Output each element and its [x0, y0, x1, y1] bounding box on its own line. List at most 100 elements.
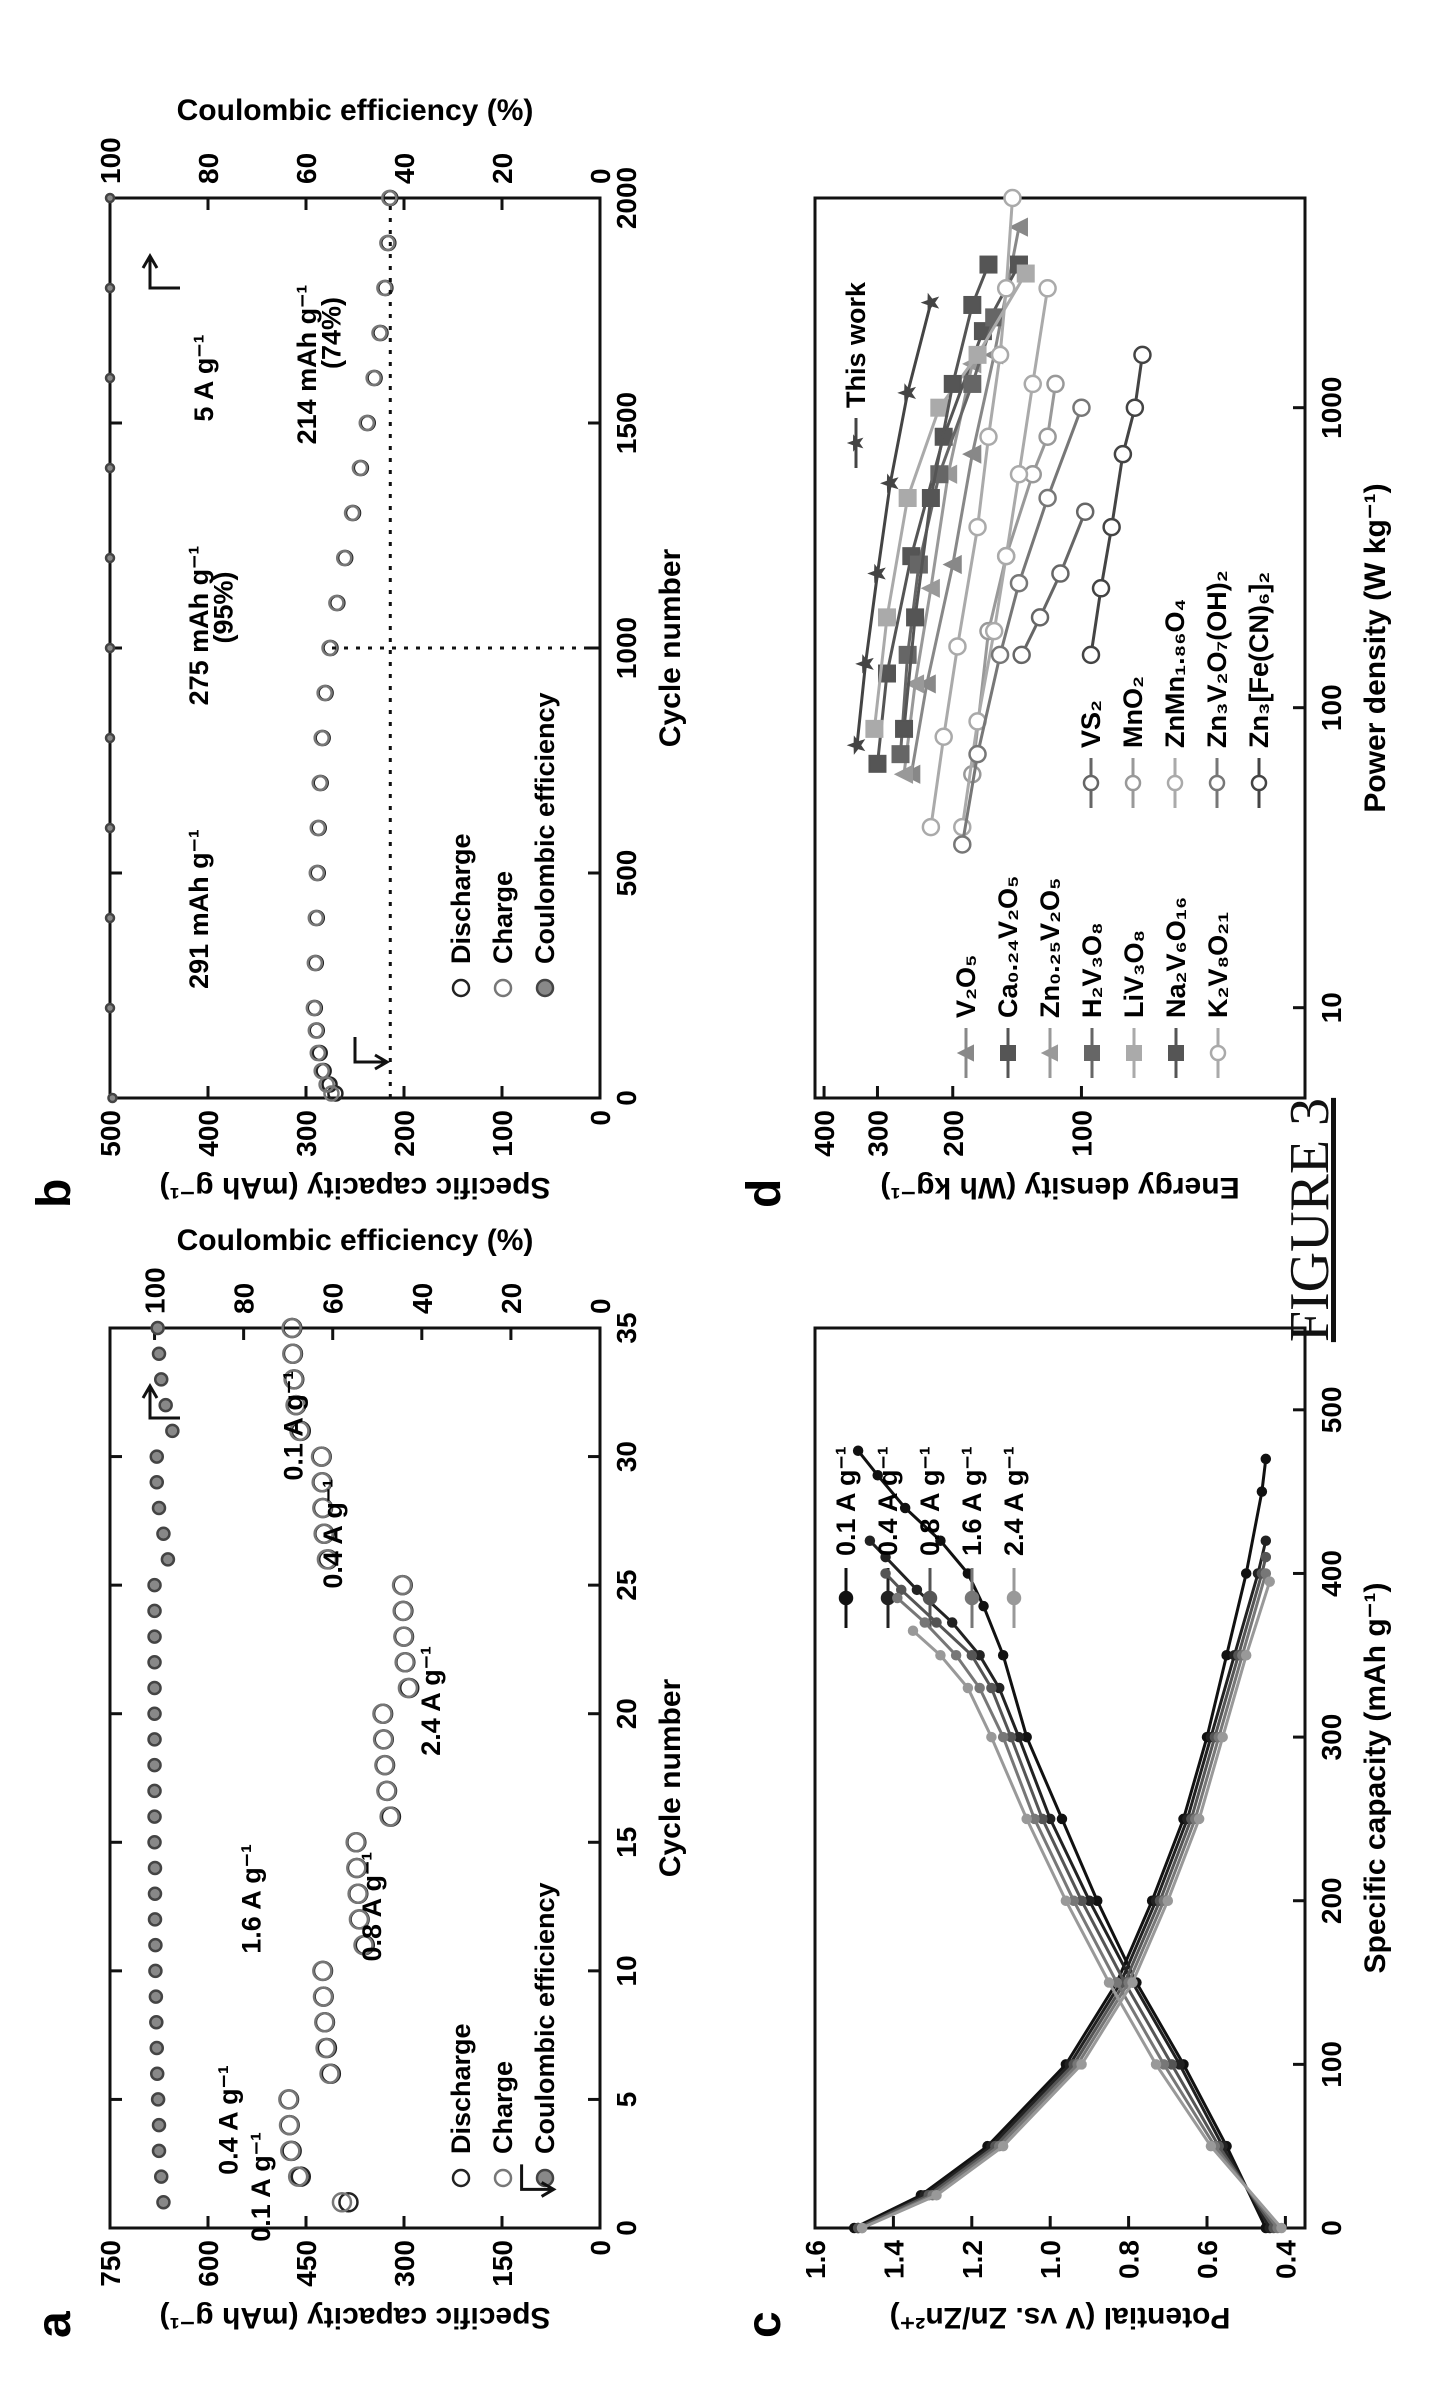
data-point — [348, 1909, 370, 1930]
y2-tick-label: 100 — [140, 1267, 171, 1314]
series-material-6 — [895, 255, 998, 738]
data-point — [376, 1780, 397, 1802]
legend-marker — [493, 2168, 513, 2188]
data-point — [990, 645, 1010, 665]
data-point — [147, 1629, 162, 1644]
data-point — [1260, 1535, 1272, 1546]
data-point — [1008, 217, 1028, 237]
y-axis-label: Energy density (Wh kg⁻¹) — [880, 1171, 1239, 1204]
x-tick-label: 100 — [1316, 684, 1347, 731]
data-point — [1056, 1813, 1068, 1825]
data-point — [867, 563, 886, 584]
data-point — [149, 2066, 165, 2081]
data-point — [321, 639, 338, 657]
legend-label: Coulombic efficiency — [530, 692, 560, 964]
y-tick-label: 0 — [585, 1110, 616, 1126]
data-point — [1103, 1977, 1115, 1988]
data-point — [1260, 1551, 1272, 1563]
data-point — [907, 1625, 919, 1636]
data-point — [953, 835, 972, 854]
legend-label: ZnMn₁.₈₆O₄ — [1160, 599, 1190, 748]
data-point — [974, 1682, 985, 1694]
data-point — [311, 1472, 332, 1493]
data-point — [942, 554, 962, 575]
data-point — [1091, 579, 1111, 598]
annotation: 275 mAh g⁻¹ — [184, 546, 214, 706]
annotation: 214 mAh g⁻¹ — [292, 285, 322, 445]
series-line — [872, 272, 1027, 730]
annotation: 0.4 A g⁻¹ — [318, 1479, 348, 1589]
data-point — [899, 1502, 911, 1514]
data-point — [104, 822, 116, 834]
data-point — [147, 1680, 162, 1696]
data-point — [312, 1986, 334, 2007]
data-point — [880, 1568, 891, 1579]
data-point — [904, 674, 925, 694]
legend-label: Discharge — [446, 2023, 476, 2154]
data-point — [979, 255, 998, 274]
data-point — [1276, 2222, 1287, 2234]
data-point — [931, 1617, 942, 1628]
data-point — [338, 2192, 359, 2213]
annotation: 2.4 A g⁻¹ — [416, 1646, 446, 1756]
plot-frame — [108, 1326, 602, 2230]
series-material-11 — [953, 398, 1091, 854]
data-point — [1133, 345, 1152, 365]
data-point — [153, 2169, 169, 2184]
data-point — [1009, 464, 1029, 484]
data-point — [149, 2015, 164, 2030]
data-point — [966, 1650, 978, 1661]
data-point — [343, 504, 361, 522]
right-axis-arrow — [148, 1388, 180, 1420]
data-point — [104, 372, 116, 384]
charge-curve — [868, 1539, 1272, 2229]
x-tick-label: 10 — [1316, 992, 1347, 1023]
data-point — [147, 1860, 163, 1876]
data-point — [282, 1343, 303, 1364]
data-point — [314, 2012, 335, 2033]
data-point — [931, 2190, 942, 2201]
data-point — [365, 369, 382, 387]
x-axis-label: Cycle number — [654, 1678, 687, 1877]
y2-tick-label: 20 — [496, 1283, 527, 1314]
y-tick-label: 750 — [95, 2240, 126, 2287]
y-tick-label: 600 — [193, 2240, 224, 2287]
data-point — [148, 1963, 163, 1979]
x-tick-label: 1000 — [1316, 377, 1347, 439]
data-point — [156, 1526, 171, 1541]
annotation: 1.6 A g⁻¹ — [236, 1844, 266, 1954]
data-point — [313, 729, 330, 747]
data-point — [308, 864, 326, 882]
y2-tick-label: 0 — [585, 1298, 616, 1314]
x-tick-label: 0 — [1316, 2220, 1347, 2236]
data-point — [392, 1600, 413, 1622]
data-point — [968, 744, 987, 764]
charge-curve — [856, 1449, 1268, 2229]
legend-marker — [1126, 1045, 1142, 1061]
legend-marker — [1000, 1045, 1016, 1061]
y-tick-label: 300 — [862, 1110, 893, 1157]
data-point — [856, 2222, 868, 2234]
data-point — [1075, 502, 1095, 521]
data-point — [1009, 573, 1029, 593]
legend-label: This work — [841, 281, 871, 408]
data-point — [979, 427, 998, 447]
y-tick-label: 300 — [291, 1110, 322, 1157]
data-point — [358, 414, 376, 432]
legend-label: Zn₃[Fe(CN)₆]₂ — [1244, 572, 1274, 748]
figure-label: FIGURE 3 — [1279, 1097, 1341, 1343]
data-point — [153, 1372, 169, 1387]
x-tick-label: 1500 — [611, 392, 642, 454]
data-point — [865, 719, 884, 738]
data-point — [331, 2192, 353, 2213]
data-point — [872, 1470, 883, 1481]
panel-c: c 0 100 200 300 400 500 0.4 0.6 0.8 1.0 1.2 1.4 1.6 Sp… — [738, 1326, 1392, 2338]
panel-label: d — [738, 1179, 791, 1208]
x-tick-label: 25 — [611, 1570, 642, 1601]
data-point — [1038, 488, 1057, 508]
charge-curve — [911, 1629, 1283, 2229]
legend-marker — [964, 1590, 980, 1606]
data-point — [150, 1320, 165, 1336]
x-tick-label: 500 — [1316, 1386, 1347, 1433]
data-point — [391, 1574, 413, 1596]
